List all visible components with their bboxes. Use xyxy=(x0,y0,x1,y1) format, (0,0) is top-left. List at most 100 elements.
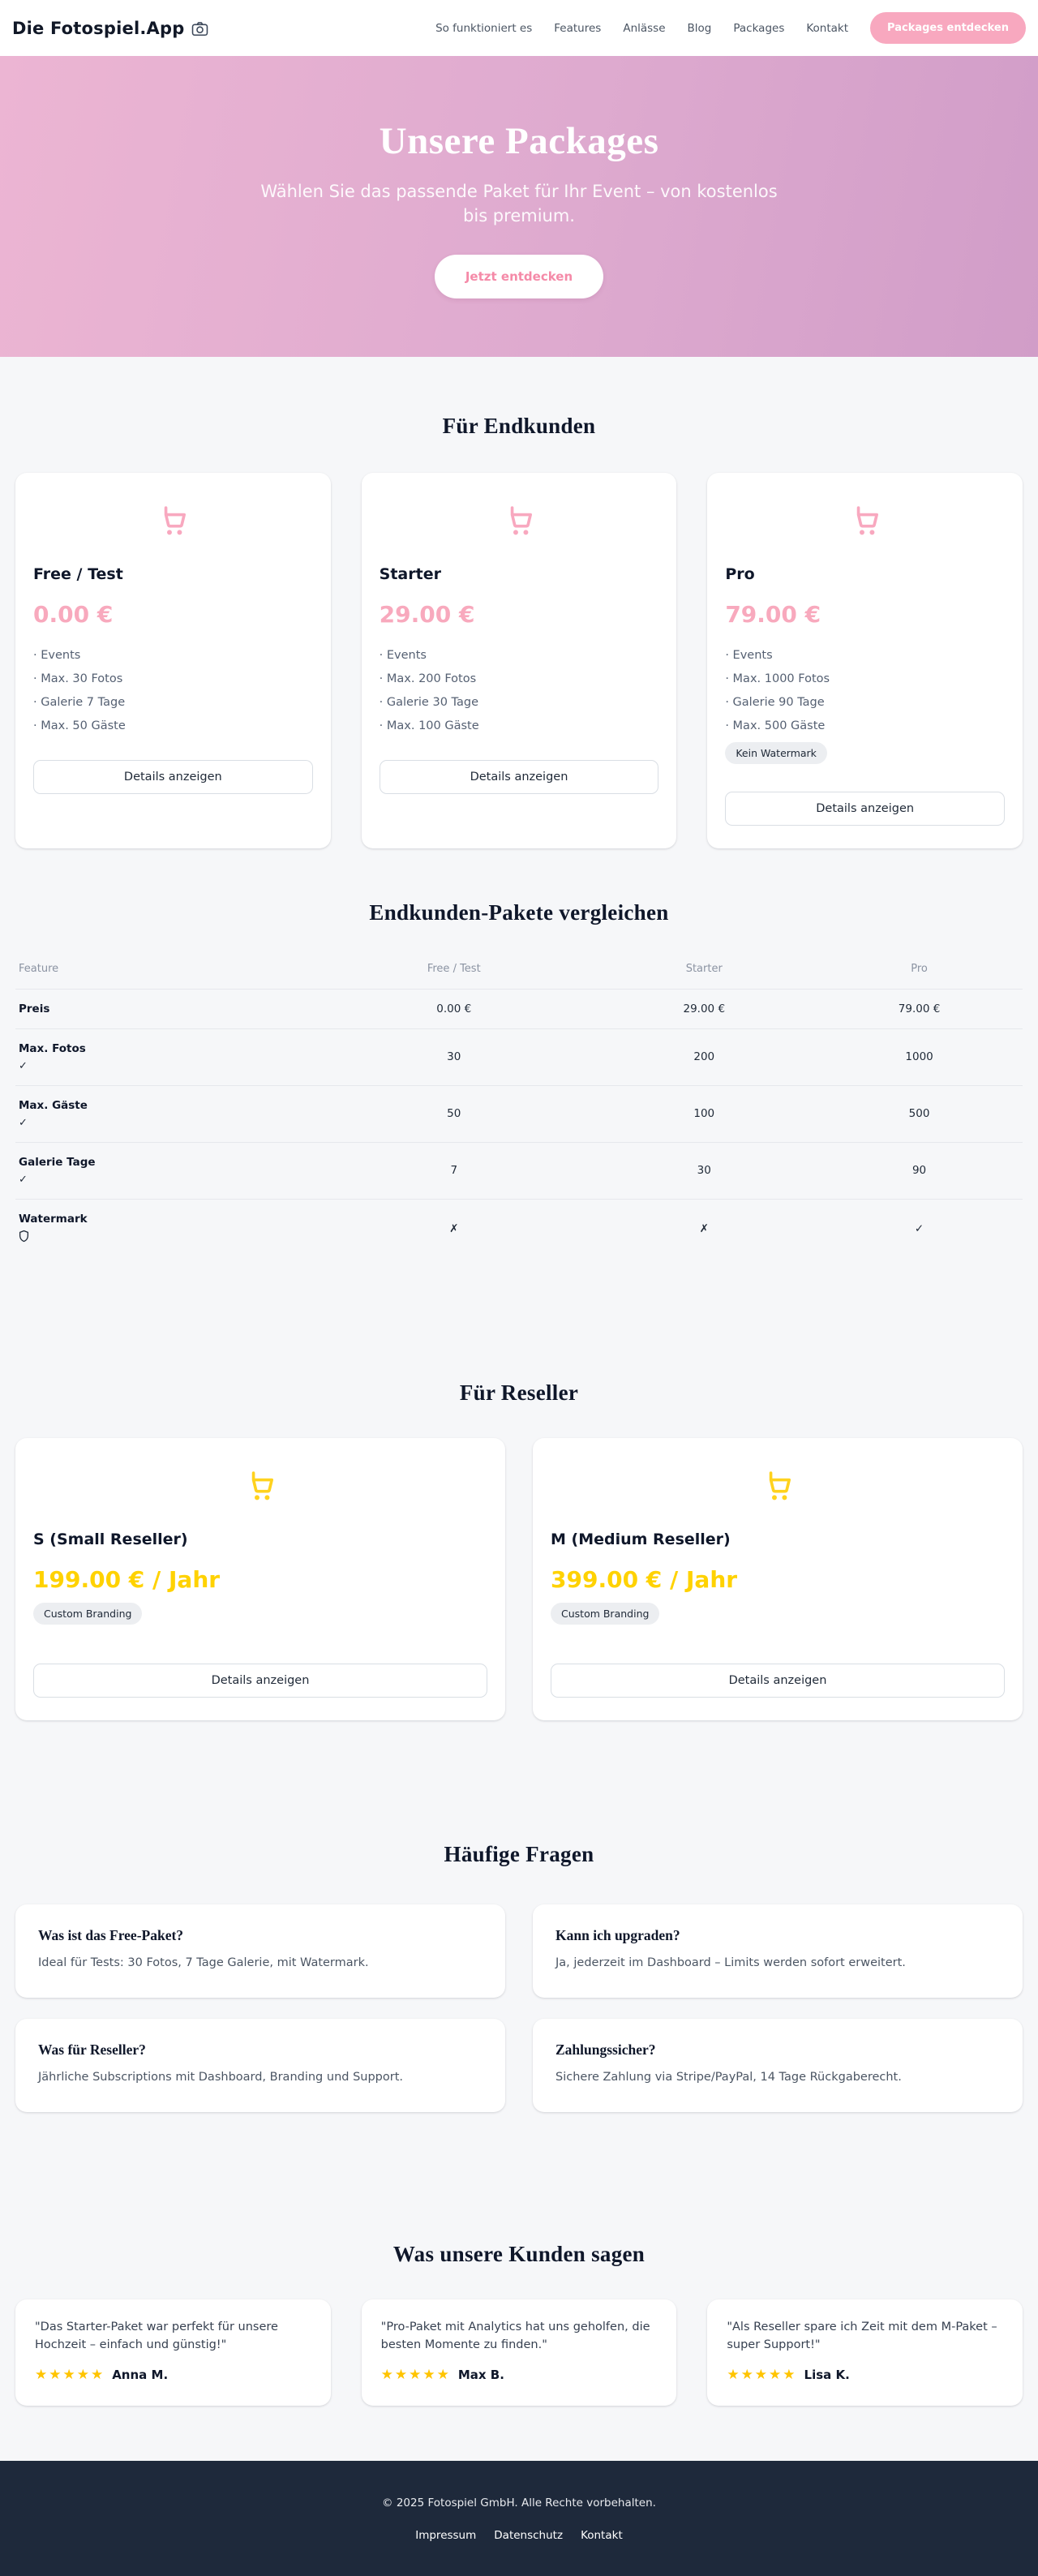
testimonials-title: Was unsere Kunden sagen xyxy=(392,2241,646,2266)
details-anzeigen-button[interactable]: Details anzeigen xyxy=(33,759,313,794)
details-anzeigen-button[interactable]: Details anzeigen xyxy=(33,1663,487,1698)
feature-item: · Max. 200 Fotos xyxy=(379,672,477,685)
package-price: 0.00 € xyxy=(33,600,114,628)
package-price: 399.00 € / Jahr xyxy=(551,1565,738,1593)
faq-card: Was für Reseller? Jährliche Subscription… xyxy=(15,2018,505,2112)
table-cell: 0.00 € xyxy=(436,1002,472,1015)
feature-item: · Events xyxy=(379,648,427,662)
package-name: Starter xyxy=(379,565,441,583)
star-rating-icon: ★★★★★ xyxy=(380,2367,451,2384)
camera-icon xyxy=(191,21,208,36)
table-row-max-gaeste: Max. Gäste ✓ 50 100 500 xyxy=(15,1086,1023,1143)
package-price: 199.00 € / Jahr xyxy=(33,1565,221,1593)
faq-section: Häufige Fragen Was ist das Free-Paket? I… xyxy=(15,1720,1023,2112)
reseller-cards: S (Small Reseller) 199.00 € / Jahr Custo… xyxy=(15,1437,1023,1720)
nav-item-kontakt[interactable]: Kontakt xyxy=(806,21,849,35)
cart-icon xyxy=(33,1469,487,1506)
faq-question: Kann ich upgraden? xyxy=(555,1926,680,1943)
testimonial-quote: "Pro-Paket mit Analytics hat uns geholfe… xyxy=(380,2320,650,2351)
cart-icon xyxy=(33,504,313,541)
package-name: S (Small Reseller) xyxy=(33,1530,188,1548)
faq-card: Zahlungssicher? Sichere Zahlung via Stri… xyxy=(533,2018,1023,2112)
package-name: Pro xyxy=(725,565,755,583)
package-card-starter: Starter 29.00 € · Events · Max. 200 Foto… xyxy=(361,472,677,848)
footer-links: Impressum Datenschutz Kontakt xyxy=(0,2529,1038,2542)
testimonial-card: "Pro-Paket mit Analytics hat uns geholfe… xyxy=(361,2299,677,2406)
kein-watermark-badge: Kein Watermark xyxy=(725,741,827,764)
nav-item-features[interactable]: Features xyxy=(554,21,602,35)
nav-item-blog[interactable]: Blog xyxy=(687,21,712,35)
feature-item: · Galerie 30 Tage xyxy=(379,695,478,709)
details-anzeigen-button[interactable]: Details anzeigen xyxy=(379,759,659,794)
details-anzeigen-button[interactable]: Details anzeigen xyxy=(725,791,1005,826)
testimonial-quote: "Das Starter-Paket war perfekt für unser… xyxy=(35,2320,278,2351)
feature-item: · Galerie 90 Tage xyxy=(725,695,825,709)
column-header: Feature xyxy=(19,962,59,975)
row-label: Galerie Tage xyxy=(19,1155,96,1169)
packages-entdecken-button[interactable]: Packages entdecken xyxy=(870,12,1026,44)
row-label: Preis xyxy=(19,1002,50,1015)
faq-card: Kann ich upgraden? Ja, jederzeit im Dash… xyxy=(533,1904,1023,1998)
shield-icon xyxy=(19,1230,319,1246)
testimonial-card: "Als Reseller spare ich Zeit mit dem M-P… xyxy=(707,2299,1023,2406)
footer-link-datenschutz[interactable]: Datenschutz xyxy=(494,2529,564,2543)
cart-icon xyxy=(380,504,659,541)
table-cell: 100 xyxy=(693,1107,715,1121)
reseller-title: Für Reseller xyxy=(459,1380,579,1405)
nav-item-packages[interactable]: Packages xyxy=(733,21,785,35)
table-cell: 30 xyxy=(697,1164,711,1178)
testimonial-name: Anna M. xyxy=(112,2368,169,2383)
column-header: Pro xyxy=(911,962,928,975)
brand-logo[interactable]: Die Fotospiel.App xyxy=(12,19,208,38)
details-anzeigen-button[interactable]: Details anzeigen xyxy=(551,1663,1005,1698)
custom-branding-badge: Custom Branding xyxy=(33,1602,143,1625)
cross-mark: ✗ xyxy=(699,1222,709,1236)
feature-item: · Max. 50 Gäste xyxy=(33,719,126,732)
header: Die Fotospiel.App So funktioniert es Fea… xyxy=(0,0,1038,56)
star-rating-icon: ★★★★★ xyxy=(35,2367,105,2384)
feature-item: · Max. 100 Gäste xyxy=(379,719,479,732)
testimonial-name: Max B. xyxy=(457,2368,504,2383)
table-cell: 7 xyxy=(450,1164,458,1178)
table-cell: 50 xyxy=(447,1107,461,1121)
package-card-free-test: Free / Test 0.00 € · Events · Max. 30 Fo… xyxy=(15,472,331,848)
check-icon: ✓ xyxy=(19,1173,28,1186)
package-card-pro: Pro 79.00 € · Events · Max. 1000 Fotos ·… xyxy=(707,472,1023,848)
footer-link-kontakt[interactable]: Kontakt xyxy=(581,2529,623,2543)
star-rating-icon: ★★★★★ xyxy=(727,2367,797,2384)
compare-section: Endkunden-Pakete vergleichen Feature Fre… xyxy=(15,848,1023,1259)
faq-question: Zahlungssicher? xyxy=(555,2041,656,2058)
feature-list: · Events · Max. 1000 Fotos · Galerie 90 … xyxy=(725,649,1005,732)
cross-mark: ✗ xyxy=(449,1222,459,1236)
package-price: 29.00 € xyxy=(379,600,475,628)
nav-item-anlaesse[interactable]: Anlässe xyxy=(623,21,666,35)
row-label: Max. Fotos xyxy=(19,1041,86,1055)
compare-title: Endkunden-Pakete vergleichen xyxy=(369,899,669,925)
testimonial-name: Lisa K. xyxy=(804,2368,850,2383)
table-cell: 30 xyxy=(447,1050,461,1064)
jetzt-entdecken-button[interactable]: Jetzt entdecken xyxy=(434,254,604,298)
compare-table: Feature Free / Test Starter Pro Preis 0.… xyxy=(15,950,1023,1259)
feature-item: · Max. 30 Fotos xyxy=(33,672,123,685)
testimonials-section: Was unsere Kunden sagen "Das Starter-Pak… xyxy=(15,2112,1023,2406)
table-row-max-fotos: Max. Fotos ✓ 30 200 1000 xyxy=(15,1029,1023,1086)
column-header: Starter xyxy=(685,962,723,975)
row-label: Max. Gäste xyxy=(19,1098,88,1112)
table-cell: 90 xyxy=(911,1164,927,1178)
copyright-text: © 2025 Fotospiel GmbH. Alle Rechte vorbe… xyxy=(382,2497,656,2510)
custom-branding-badge: Custom Branding xyxy=(551,1602,660,1625)
feature-item: · Galerie 7 Tage xyxy=(33,695,126,709)
check-mark: ✓ xyxy=(914,1222,924,1236)
table-cell: 29.00 € xyxy=(683,1002,726,1015)
faq-question: Was für Reseller? xyxy=(38,2041,146,2058)
table-row-preis: Preis 0.00 € 29.00 € 79.00 € xyxy=(15,990,1023,1029)
faq-card: Was ist das Free-Paket? Ideal für Tests:… xyxy=(15,1904,505,1998)
hero-title: Unsere Packages xyxy=(379,120,659,162)
package-price: 79.00 € xyxy=(725,600,821,628)
footer-link-impressum[interactable]: Impressum xyxy=(415,2529,477,2543)
footer: © 2025 Fotospiel GmbH. Alle Rechte vorbe… xyxy=(0,2461,1038,2576)
table-cell: 200 xyxy=(693,1050,715,1064)
nav-item-so-funktioniert-es[interactable]: So funktioniert es xyxy=(435,21,533,35)
faq-grid: Was ist das Free-Paket? Ideal für Tests:… xyxy=(15,1904,1023,2112)
testimonial-card: "Das Starter-Paket war perfekt für unser… xyxy=(15,2299,331,2406)
